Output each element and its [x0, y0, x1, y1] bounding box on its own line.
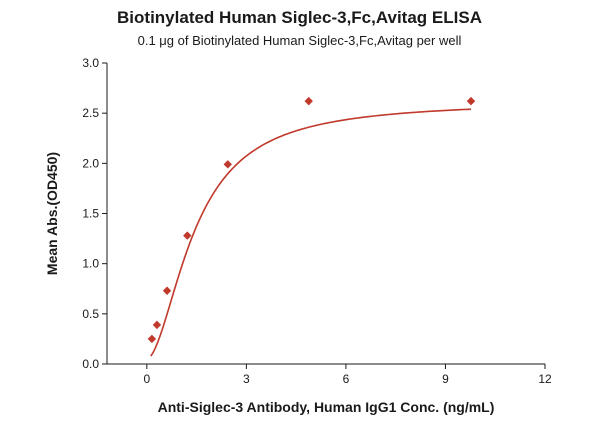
y-tick-label: 1.0	[82, 257, 99, 271]
x-tick-label: 9	[442, 372, 449, 386]
x-tick-label: 3	[243, 372, 250, 386]
x-tick-label: 12	[538, 372, 552, 386]
data-point	[162, 286, 172, 295]
y-tick-label: 0.5	[82, 307, 99, 321]
data-point	[152, 320, 162, 330]
y-tick-label: 2.5	[82, 106, 99, 120]
data-point	[183, 231, 192, 240]
y-tick-label: 3.0	[82, 56, 99, 70]
x-tick-label: 6	[343, 372, 350, 386]
data-point	[304, 96, 313, 106]
chart-subtitle: 0.1 μg of Biotinylated Human Siglec-3,Fc…	[137, 33, 462, 48]
y-axis-label: Mean Abs.(OD450)	[44, 152, 60, 275]
data-point	[147, 334, 157, 344]
x-axis-label: Anti-Siglec-3 Antibody, Human IgG1 Conc.…	[158, 399, 495, 415]
y-tick-label: 1.5	[82, 207, 99, 221]
y-tick-label: 0.0	[82, 357, 99, 371]
data-point	[466, 96, 476, 106]
x-tick-label: 0	[143, 372, 150, 386]
data-point	[223, 160, 232, 169]
chart-axes: 0.0 0.5 1.0 1.5 2.0 2.5 3.0 0 3 6 9 12	[82, 56, 552, 386]
y-tick-label: 2.0	[82, 156, 99, 170]
chart-title: Biotinylated Human Siglec-3,Fc,Avitag EL…	[117, 8, 482, 27]
fit-curve-line	[150, 108, 472, 357]
data-points-layer	[147, 96, 476, 344]
fit-curve-layer	[150, 108, 472, 357]
